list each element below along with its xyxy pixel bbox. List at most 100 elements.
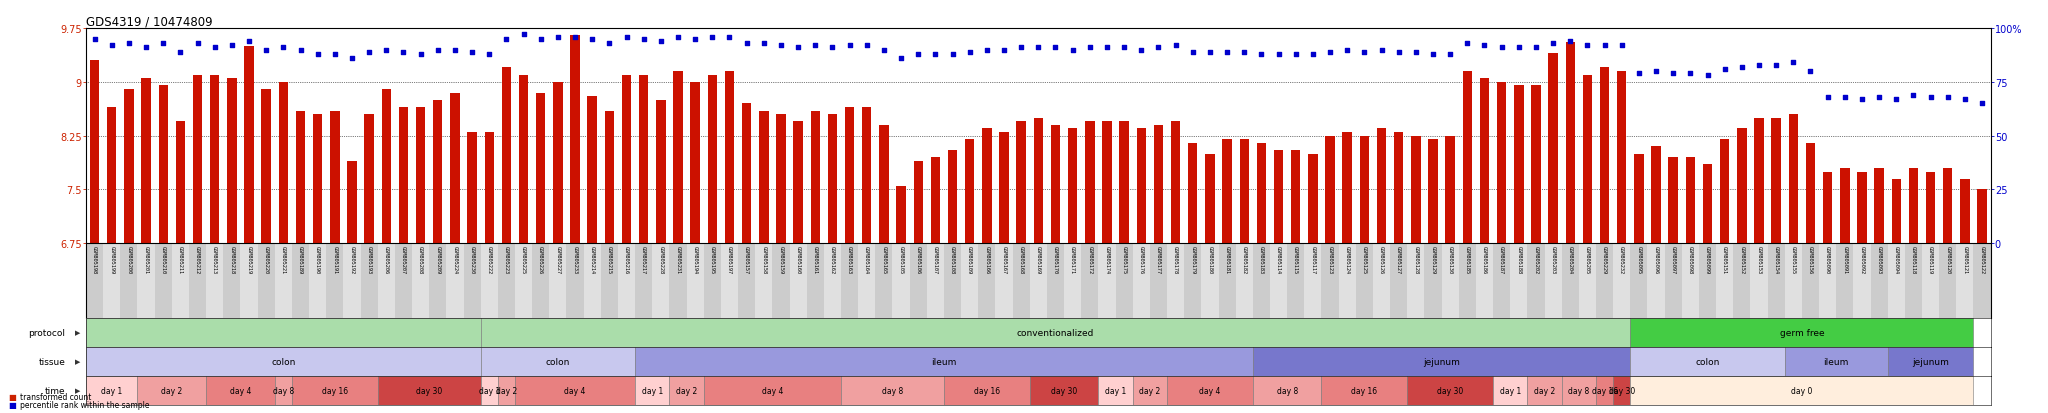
Point <box>266 45 299 52</box>
Text: GSM805213: GSM805213 <box>213 246 217 274</box>
Point <box>850 43 883 50</box>
Bar <box>211 76 219 244</box>
Bar <box>1630 376 1974 405</box>
Text: day 30: day 30 <box>1608 386 1634 395</box>
Bar <box>569 36 580 244</box>
Bar <box>1427 140 1438 244</box>
Bar <box>1565 43 1575 244</box>
Bar <box>1630 244 1647 318</box>
Text: GSM805091: GSM805091 <box>1843 246 1847 274</box>
Bar <box>1939 244 1956 318</box>
Point <box>403 51 436 58</box>
Text: GSM805199: GSM805199 <box>109 246 115 274</box>
Text: GSM805201: GSM805201 <box>143 246 150 274</box>
Text: GSM805117: GSM805117 <box>1311 246 1315 274</box>
Point <box>1038 45 1071 52</box>
Text: GSM805096: GSM805096 <box>1653 246 1659 274</box>
Point <box>1948 97 1980 103</box>
Text: GSM805129: GSM805129 <box>1430 246 1436 274</box>
Bar <box>1974 244 1991 318</box>
Bar <box>207 244 223 318</box>
Point <box>1829 94 1862 101</box>
Bar <box>365 115 375 244</box>
Point <box>1108 45 1141 52</box>
Text: day 1: day 1 <box>641 386 664 395</box>
Bar <box>279 83 289 244</box>
Point <box>1124 47 1157 54</box>
Bar <box>1325 136 1335 244</box>
Text: GSM805175: GSM805175 <box>1122 246 1126 274</box>
Point <box>422 47 455 54</box>
Bar <box>913 161 924 244</box>
Text: GSM805164: GSM805164 <box>864 246 868 274</box>
Bar <box>467 133 477 244</box>
Bar <box>1595 376 1614 405</box>
Bar <box>1235 244 1253 318</box>
Point <box>1331 47 1364 54</box>
Bar <box>1321 244 1339 318</box>
Text: GSM805174: GSM805174 <box>1104 246 1110 274</box>
Bar <box>309 244 326 318</box>
Bar <box>1651 147 1661 244</box>
Point <box>645 38 678 45</box>
Text: GSM805203: GSM805203 <box>1550 246 1556 274</box>
Text: GSM805159: GSM805159 <box>778 246 784 274</box>
Bar <box>1837 244 1853 318</box>
Bar <box>1802 244 1819 318</box>
Text: GSM805118: GSM805118 <box>1911 246 1917 274</box>
Bar <box>686 244 705 318</box>
Bar <box>498 244 514 318</box>
Bar <box>377 244 395 318</box>
Bar <box>1700 244 1716 318</box>
Bar <box>1630 318 1974 347</box>
Text: day 16: day 16 <box>1591 386 1618 395</box>
Point <box>1606 43 1638 50</box>
Text: GSM805187: GSM805187 <box>1499 246 1503 274</box>
Bar <box>258 244 274 318</box>
Point <box>1245 51 1278 58</box>
Text: GSM805192: GSM805192 <box>350 246 354 274</box>
Text: day 2: day 2 <box>496 386 516 395</box>
Point <box>180 40 213 47</box>
Bar <box>1343 133 1352 244</box>
Bar <box>1806 143 1815 244</box>
Point <box>371 47 403 54</box>
Point <box>1673 71 1706 77</box>
Text: GSM805194: GSM805194 <box>692 246 698 274</box>
Bar <box>567 244 584 318</box>
Point <box>1915 94 1948 101</box>
Text: ■: ■ <box>8 392 16 401</box>
Point <box>215 43 248 50</box>
Bar <box>156 244 172 318</box>
Text: transformed count: transformed count <box>20 392 92 401</box>
Bar <box>207 376 274 405</box>
Point <box>936 51 969 58</box>
Bar <box>1395 133 1403 244</box>
Bar <box>1563 376 1595 405</box>
Bar <box>1188 143 1198 244</box>
Point <box>1708 66 1741 73</box>
Text: jejunum: jejunum <box>1423 357 1460 366</box>
Point <box>901 51 934 58</box>
Text: jejunum: jejunum <box>1913 357 1950 366</box>
Bar <box>1012 244 1030 318</box>
Text: GSM805127: GSM805127 <box>1397 246 1401 274</box>
Text: GSM805224: GSM805224 <box>453 246 457 274</box>
Bar <box>293 376 377 405</box>
Text: GSM805202: GSM805202 <box>1534 246 1538 274</box>
Text: GSM805093: GSM805093 <box>1876 246 1882 274</box>
Bar <box>102 244 121 318</box>
Text: GSM805183: GSM805183 <box>1260 246 1264 274</box>
Bar <box>1614 244 1630 318</box>
Bar <box>176 122 184 244</box>
Text: protocol: protocol <box>29 328 66 337</box>
Point <box>1931 94 1964 101</box>
Bar <box>1548 54 1559 244</box>
Text: GSM805169: GSM805169 <box>1036 246 1040 274</box>
Point <box>78 36 111 43</box>
Bar <box>1819 244 1837 318</box>
Text: colon: colon <box>1696 357 1720 366</box>
Point <box>1503 45 1536 52</box>
Bar <box>1870 244 1888 318</box>
Text: GSM805210: GSM805210 <box>160 246 166 274</box>
